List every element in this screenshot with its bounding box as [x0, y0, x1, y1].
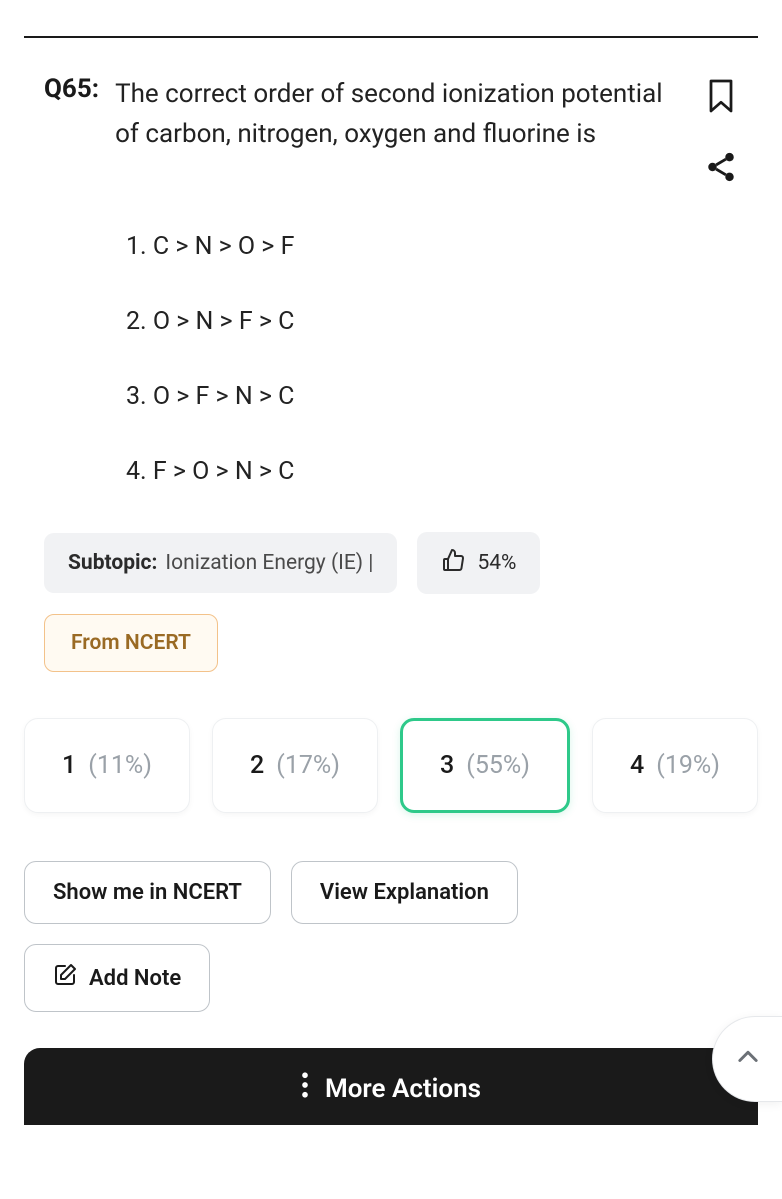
like-pill[interactable]: 54% [417, 532, 540, 594]
answer-pct: (17%) [276, 751, 340, 780]
question-text: The correct order of second ionization p… [115, 74, 688, 155]
more-actions-button[interactable]: More Actions [24, 1048, 758, 1125]
answer-num: 2 [250, 751, 264, 780]
answer-button-4[interactable]: 4 (19%) [592, 718, 758, 813]
like-percent: 54% [477, 551, 516, 575]
meta-row: Subtopic: Ionization Energy (IE) | 54% [44, 532, 738, 594]
bookmark-icon[interactable] [706, 78, 736, 114]
answer-num: 1 [62, 751, 76, 780]
more-vertical-icon [301, 1072, 309, 1105]
subtopic-value: Ionization Energy (IE) | [165, 551, 373, 575]
from-ncert-tag[interactable]: From NCERT [44, 614, 218, 672]
question-card: Q65: The correct order of second ionizat… [24, 38, 758, 696]
view-explanation-label: View Explanation [320, 880, 489, 905]
answer-pct: (11%) [88, 751, 152, 780]
add-note-label: Add Note [89, 966, 181, 991]
more-actions-label: More Actions [325, 1074, 481, 1104]
answer-button-3[interactable]: 3 (55%) [400, 718, 570, 813]
show-ncert-button[interactable]: Show me in NCERT [24, 861, 271, 924]
answer-row: 1 (11%) 2 (17%) 3 (55%) 4 (19%) [24, 718, 758, 813]
answer-pct: (55%) [466, 751, 530, 780]
add-note-button[interactable]: Add Note [24, 944, 210, 1012]
answer-button-2[interactable]: 2 (17%) [212, 718, 378, 813]
chevron-up-icon [734, 1043, 762, 1075]
view-explanation-button[interactable]: View Explanation [291, 861, 518, 924]
answer-button-1[interactable]: 1 (11%) [24, 718, 190, 813]
option-1: 1. C > N > O > F [126, 232, 738, 261]
option-3: 3. O > F > N > C [126, 382, 738, 411]
answer-num: 4 [630, 751, 644, 780]
subtopic-label: Subtopic: [68, 551, 157, 575]
thumbs-up-icon [441, 548, 465, 578]
question-options: 1. C > N > O > F 2. O > N > F > C 3. O >… [126, 232, 738, 486]
option-2: 2. O > N > F > C [126, 307, 738, 336]
edit-note-icon [53, 963, 77, 993]
question-header: Q65: The correct order of second ionizat… [44, 74, 738, 184]
share-icon[interactable] [704, 150, 738, 184]
show-ncert-label: Show me in NCERT [53, 880, 242, 905]
action-row: Show me in NCERT View Explanation [24, 861, 758, 924]
question-icon-column [704, 74, 738, 184]
subtopic-pill[interactable]: Subtopic: Ionization Energy (IE) | [44, 533, 397, 593]
option-4: 4. F > O > N > C [126, 457, 738, 486]
action-row-2: Add Note [24, 944, 758, 1012]
answer-pct: (19%) [656, 751, 720, 780]
question-number: Q65: [44, 74, 99, 104]
answer-num: 3 [440, 751, 454, 780]
